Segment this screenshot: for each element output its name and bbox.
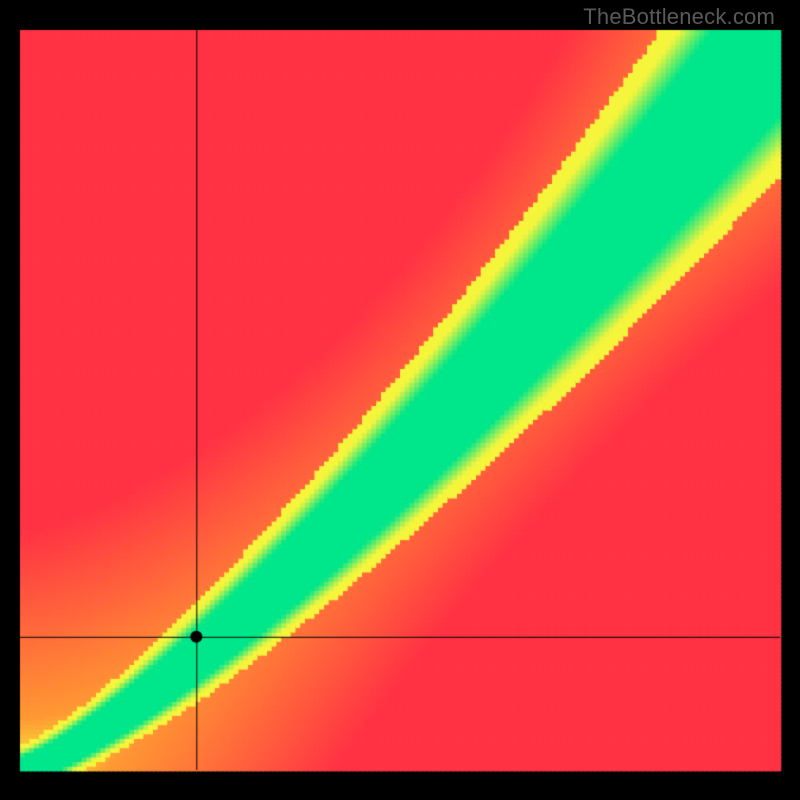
bottleneck-heatmap [0, 0, 800, 800]
chart-container: TheBottleneck.com [0, 0, 800, 800]
watermark-label: TheBottleneck.com [583, 4, 775, 30]
